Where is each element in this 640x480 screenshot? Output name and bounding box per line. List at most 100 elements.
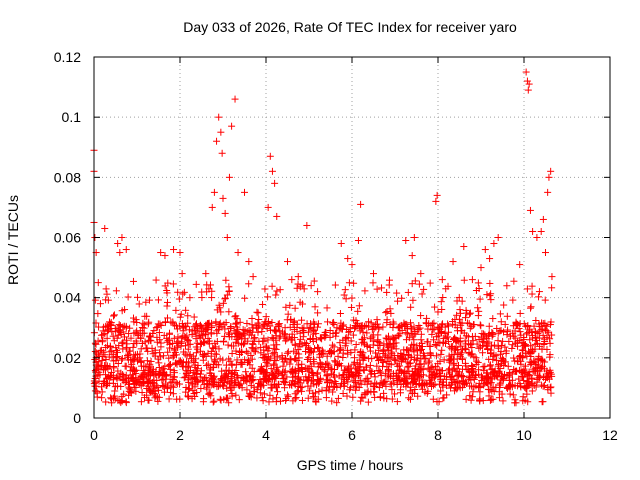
data-point-plus <box>198 294 206 302</box>
data-point-plus <box>248 340 256 348</box>
data-point-plus <box>474 304 482 312</box>
data-point-plus <box>422 320 430 328</box>
data-point-plus <box>476 384 484 392</box>
data-point-plus <box>221 295 229 303</box>
data-point-plus <box>238 335 246 343</box>
data-point-plus <box>108 353 116 361</box>
data-point-plus <box>442 382 450 390</box>
data-point-plus <box>411 386 419 394</box>
data-point-plus <box>404 288 412 296</box>
data-point-plus <box>383 340 391 348</box>
data-point-plus <box>213 350 221 358</box>
data-point-plus <box>511 327 519 335</box>
data-point-plus <box>408 280 416 288</box>
data-point-plus <box>519 368 527 376</box>
data-point-plus <box>455 293 463 301</box>
data-point-plus <box>95 377 103 385</box>
data-point-plus <box>532 317 540 325</box>
data-point-plus <box>401 355 409 363</box>
data-point-plus <box>451 316 459 324</box>
data-point-plus <box>123 340 131 348</box>
data-point-plus <box>417 270 425 278</box>
data-point-plus <box>288 334 296 342</box>
data-point-plus <box>362 321 370 329</box>
data-point-plus <box>364 387 372 395</box>
data-point-plus <box>104 365 112 373</box>
data-point-plus <box>494 337 502 345</box>
data-point-plus <box>289 397 297 405</box>
data-point-plus <box>225 283 233 291</box>
data-point-plus <box>457 309 465 317</box>
data-point-plus <box>203 362 211 370</box>
data-point-plus <box>143 312 151 320</box>
data-point-plus <box>329 388 337 396</box>
data-point-plus <box>463 319 471 327</box>
data-point-plus <box>458 354 466 362</box>
data-point-plus <box>112 327 120 335</box>
data-point-plus <box>142 298 150 306</box>
data-point-plus <box>439 339 447 347</box>
data-point-plus <box>210 381 218 389</box>
data-point-plus <box>377 372 385 380</box>
data-point-plus <box>409 296 417 304</box>
data-point-plus <box>280 368 288 376</box>
data-point-plus <box>216 395 224 403</box>
data-point-plus <box>487 379 495 387</box>
data-point-plus <box>447 384 455 392</box>
data-point-plus <box>444 338 452 346</box>
data-point-plus <box>521 349 529 357</box>
data-point-plus <box>253 308 261 316</box>
data-point-plus <box>433 191 441 199</box>
data-point-plus <box>256 379 264 387</box>
data-point-plus <box>488 375 496 383</box>
data-point-plus <box>402 336 410 344</box>
data-point-plus <box>382 309 390 317</box>
data-point-plus <box>210 188 218 196</box>
data-point-plus <box>180 374 188 382</box>
data-point-plus <box>137 334 145 342</box>
data-point-plus <box>352 341 360 349</box>
data-point-plus <box>283 349 291 357</box>
data-point-plus <box>383 319 391 327</box>
data-point-plus <box>158 376 166 384</box>
data-point-plus <box>425 359 433 367</box>
data-point-plus <box>284 310 292 318</box>
data-point-plus <box>298 383 306 391</box>
data-point-plus <box>192 321 200 329</box>
data-point-plus <box>486 361 494 369</box>
data-point-plus <box>510 277 518 285</box>
data-point-plus <box>503 312 511 320</box>
data-point-plus <box>362 375 370 383</box>
data-point-plus <box>322 394 330 402</box>
data-point-plus <box>521 341 529 349</box>
data-point-plus <box>304 328 312 336</box>
data-point-plus <box>530 322 538 330</box>
data-point-plus <box>403 375 411 383</box>
data-point-plus <box>535 288 543 296</box>
data-point-plus <box>528 387 536 395</box>
data-point-plus <box>505 337 513 345</box>
data-point-plus <box>228 360 236 368</box>
data-point-plus <box>97 331 105 339</box>
data-point-plus <box>486 386 494 394</box>
data-point-plus <box>327 346 335 354</box>
data-point-plus <box>329 329 337 337</box>
data-point-plus <box>101 351 109 359</box>
data-point-plus <box>537 227 545 235</box>
data-point-plus <box>121 306 129 314</box>
data-point-plus <box>499 337 507 345</box>
data-point-plus <box>352 386 360 394</box>
data-point-plus <box>99 336 107 344</box>
data-point-plus <box>196 334 204 342</box>
data-point-plus <box>221 209 229 217</box>
data-point-plus <box>207 352 215 360</box>
data-point-plus <box>330 382 338 390</box>
data-point-plus <box>416 372 424 380</box>
data-point-plus <box>447 345 455 353</box>
data-point-plus <box>473 340 481 348</box>
data-point-plus <box>193 345 201 353</box>
data-point-plus <box>357 376 365 384</box>
data-point-plus <box>298 396 306 404</box>
data-point-plus <box>433 342 441 350</box>
data-point-plus <box>504 326 512 334</box>
